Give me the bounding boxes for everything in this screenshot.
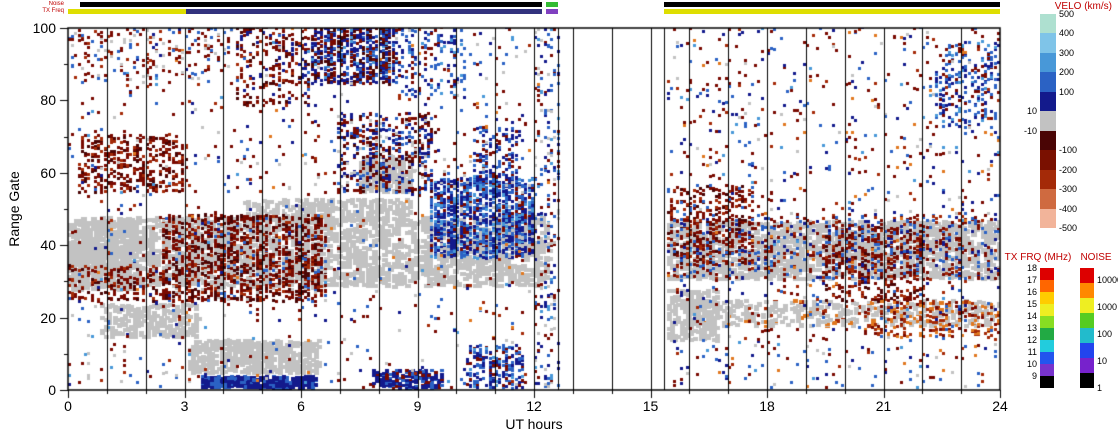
tx-frequency-colorbar-title: TX FRQ (MHz)	[1004, 252, 1072, 263]
txfrq-colorbar-label: 12	[1026, 335, 1037, 345]
txfrq-colorbar-segment	[1040, 352, 1054, 364]
velo-colorbar-label: 400	[1059, 28, 1075, 39]
x-tick-label: 21	[875, 398, 892, 414]
txfrq-colorbar	[1040, 268, 1054, 388]
txfrq-colorbar-label: 17	[1026, 275, 1037, 285]
txfrq-colorbar-segment	[1040, 292, 1054, 304]
velo-colorbar-segment	[1040, 14, 1056, 34]
x-tick-label: 3	[180, 398, 189, 414]
noise-colorbar-title: NOISE	[1080, 252, 1112, 263]
x-axis-label: UT hours	[505, 416, 563, 432]
tx-strip-segment	[545, 9, 559, 14]
noise-colorbar-segment	[1080, 343, 1094, 358]
noise-colorbar-segment	[1080, 313, 1094, 328]
txfrq-colorbar-segment	[1040, 268, 1054, 280]
velo-colorbar-label: -300	[1059, 184, 1078, 195]
txfrq-colorbar-segment	[1040, 328, 1054, 340]
y-tick-label: 40	[40, 237, 56, 254]
velo-colorbar-segment	[1040, 33, 1056, 53]
velo-colorbar-label: -400	[1059, 203, 1078, 214]
y-tick-label: 100	[32, 20, 56, 36]
noise-strip-label: Noise	[48, 1, 64, 7]
velo-colorbar-label: 300	[1059, 47, 1075, 58]
tx-strip-segment	[68, 9, 187, 14]
velo-colorbar	[1040, 14, 1056, 228]
velo-colorbar-label: -200	[1059, 164, 1078, 175]
velo-colorbar-label: 100	[1059, 86, 1075, 97]
noise-colorbar-segment	[1080, 268, 1094, 283]
velo-colorbar-segment	[1040, 130, 1056, 151]
txfrq-colorbar-segment	[1040, 340, 1054, 352]
y-tick-label: 20	[40, 309, 56, 326]
velo-colorbar-label: -500	[1059, 223, 1078, 233]
velo-colorbar-segment	[1040, 150, 1056, 170]
txfrq-colorbar-segment	[1040, 376, 1054, 388]
txfrq-colorbar-label: 10	[1026, 359, 1037, 369]
noise-colorbar-label: 1	[1097, 383, 1103, 393]
velo-colorbar-label: -100	[1059, 145, 1078, 156]
noise-colorbar-segment	[1080, 328, 1094, 343]
noise-strip-segment	[664, 2, 1000, 7]
tx-strip-segment	[664, 9, 1000, 14]
y-tick-label: 60	[40, 164, 56, 181]
velo-colorbar-segment	[1040, 169, 1056, 190]
velo-colorbar-segment	[1040, 52, 1056, 73]
txfrq-colorbar-segment	[1040, 364, 1054, 376]
noise-colorbar-label: 1000	[1097, 302, 1118, 312]
velo-colorbar-segment	[1040, 208, 1056, 228]
txfrq-colorbar-label: 13	[1026, 323, 1037, 333]
txfrq-colorbar-segment	[1040, 280, 1054, 292]
tx-freq-strip-label: TX Freq	[42, 8, 64, 14]
x-tick-label: 12	[526, 398, 542, 414]
x-tick-label: 6	[297, 398, 305, 414]
velo-colorbar-segment	[1040, 111, 1056, 131]
noise-colorbar	[1080, 268, 1094, 388]
noise-colorbar-label: 10000	[1097, 275, 1118, 285]
txfrq-colorbar-segment	[1040, 316, 1054, 328]
velo-colorbar-segment	[1040, 189, 1056, 209]
noise-strip-segment	[79, 2, 542, 7]
velo-colorbar-label: -10	[1023, 125, 1037, 136]
velocity-colorbar-title: VELO (km/s)	[1054, 1, 1112, 12]
noise-colorbar-segment	[1080, 298, 1094, 313]
x-tick-label: 18	[759, 398, 775, 414]
noise-strip-segment	[545, 2, 559, 7]
velo-colorbar-label: 500	[1059, 9, 1075, 19]
x-tick-label: 15	[642, 398, 659, 414]
txfrq-colorbar-label: 15	[1026, 299, 1037, 309]
noise-colorbar-label: 10	[1097, 356, 1108, 366]
noise-colorbar-segment	[1080, 358, 1094, 373]
noise-colorbar-segment	[1080, 283, 1094, 298]
x-tick-label: 0	[64, 398, 72, 414]
noise-colorbar-segment	[1080, 373, 1094, 388]
noise-colorbar-label: 100	[1097, 329, 1113, 339]
x-tick-label: 24	[992, 398, 1008, 414]
txfrq-colorbar-label: 16	[1026, 287, 1037, 297]
txfrq-colorbar-label: 18	[1026, 263, 1037, 273]
velo-colorbar-label: 10	[1026, 106, 1037, 117]
y-axis-label: Range Gate	[6, 171, 22, 247]
txfrq-colorbar-label: 11	[1027, 347, 1037, 357]
txfrq-colorbar-segment	[1040, 304, 1054, 316]
x-tick-label: 9	[413, 398, 422, 414]
y-tick-label: 0	[48, 382, 56, 398]
y-tick-label: 80	[40, 92, 56, 109]
velo-colorbar-label: 200	[1059, 67, 1075, 78]
txfrq-colorbar-label: 9	[1031, 371, 1037, 381]
velo-colorbar-segment	[1040, 72, 1056, 92]
txfrq-colorbar-label: 14	[1026, 311, 1037, 321]
velo-colorbar-segment	[1040, 91, 1056, 112]
tx-strip-segment	[186, 9, 542, 14]
